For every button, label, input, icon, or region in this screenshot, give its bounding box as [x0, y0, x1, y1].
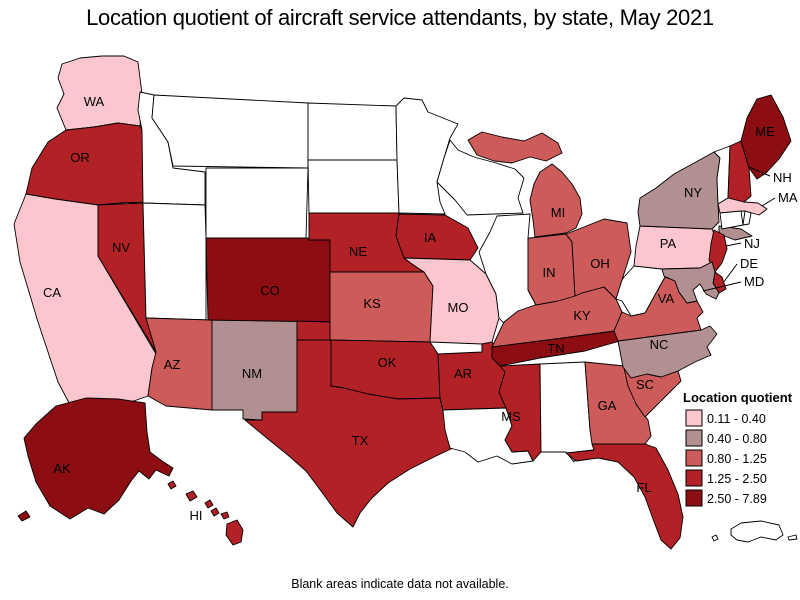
legend: Location quotient 0.11 - 0.40 0.40 - 0.8…: [683, 390, 793, 507]
state-ak[interactable]: [23, 397, 174, 520]
legend-swatch-3: [685, 449, 703, 467]
legend-label-5: 2.50 - 7.89: [707, 492, 767, 506]
state-label-nv: NV: [112, 240, 130, 255]
state-pr[interactable]: [730, 520, 784, 543]
state-nd[interactable]: [307, 102, 398, 161]
state-label-co: CO: [260, 283, 280, 298]
legend-swatch-5: [685, 489, 703, 507]
state-label-hi: HI: [190, 508, 203, 523]
state-label-me: ME: [755, 124, 775, 139]
state-label-az: AZ: [164, 357, 181, 372]
state-label-ma: MA: [778, 190, 798, 205]
state-label-wa: WA: [84, 94, 105, 109]
state-mi[interactable]: [529, 163, 583, 238]
state-label-de: DE: [740, 256, 758, 271]
state-label-mo: MO: [448, 300, 469, 315]
legend-label-1: 0.11 - 0.40: [707, 412, 766, 426]
legend-swatch-1: [685, 409, 703, 427]
state-wa[interactable]: [56, 55, 143, 131]
state-label-nj: NJ: [744, 236, 760, 251]
state-label-ky: KY: [573, 308, 591, 323]
state-label-nm: NM: [242, 366, 262, 381]
state-label-ny: NY: [684, 185, 702, 200]
legend-label-2: 0.40 - 0.80: [707, 432, 767, 446]
state-co[interactable]: [205, 237, 331, 323]
state-sd[interactable]: [307, 159, 400, 214]
state-label-sc: SC: [636, 377, 654, 392]
state-label-fl: FL: [636, 480, 651, 495]
callout-lines: [702, 166, 776, 292]
state-me[interactable]: [740, 94, 792, 180]
state-ks[interactable]: [329, 271, 434, 343]
state-label-nc: NC: [650, 337, 669, 352]
state-labels: WA OR CA NV AZ NM CO NE KS IA MO OK TX A…: [43, 94, 798, 523]
state-wi[interactable]: [436, 139, 525, 216]
page-title: Location quotient of aircraft service at…: [86, 5, 714, 30]
callout-line-md: [702, 281, 742, 292]
state-label-tx: TX: [352, 433, 369, 448]
state-label-oh: OH: [590, 256, 610, 271]
state-hi-5[interactable]: [220, 511, 230, 520]
island-usvi[interactable]: [711, 534, 719, 542]
state-wy[interactable]: [205, 167, 309, 239]
state-ri[interactable]: [742, 210, 752, 226]
state-label-ga: GA: [598, 398, 617, 413]
state-label-ms: MS: [501, 409, 521, 424]
state-label-ia: IA: [424, 230, 437, 245]
state-tx[interactable]: [244, 339, 454, 528]
legend-label-3: 0.80 - 1.25: [707, 452, 767, 466]
state-ut[interactable]: [142, 202, 207, 321]
footnote: Blank areas indicate data not available.: [291, 577, 509, 591]
state-mi-up[interactable]: [467, 131, 563, 164]
state-label-pa: PA: [660, 236, 677, 251]
state-label-mi: MI: [551, 205, 565, 220]
state-nc[interactable]: [617, 325, 718, 379]
state-hi-3[interactable]: [204, 499, 214, 509]
state-label-md: MD: [744, 274, 764, 289]
state-hi-4[interactable]: [210, 507, 220, 517]
state-fl[interactable]: [565, 443, 684, 550]
state-md[interactable]: [661, 261, 720, 304]
state-label-va: VA: [658, 291, 675, 306]
island-small-right[interactable]: [787, 534, 798, 541]
legend-label-4: 1.25 - 2.50: [707, 472, 767, 486]
legend-swatch-4: [685, 469, 703, 487]
states-layer: [13, 55, 798, 550]
state-hi-big-island[interactable]: [225, 519, 244, 546]
state-hi-1[interactable]: [167, 480, 177, 490]
state-ny[interactable]: [637, 151, 721, 230]
callout-line-nh: [748, 166, 771, 177]
state-label-in: IN: [543, 265, 556, 280]
state-label-ok: OK: [378, 355, 397, 370]
state-ct[interactable]: [719, 210, 744, 230]
state-label-ar: AR: [454, 366, 472, 381]
state-or[interactable]: [25, 122, 151, 206]
state-ia[interactable]: [395, 213, 479, 261]
legend-title: Location quotient: [683, 390, 793, 405]
callout-line-de: [722, 263, 738, 284]
state-label-nh: NH: [773, 170, 792, 185]
state-label-ak: AK: [53, 461, 71, 476]
legend-swatch-2: [685, 429, 703, 447]
state-label-ne: NE: [349, 244, 367, 259]
state-mt[interactable]: [151, 94, 309, 169]
state-label-ca: CA: [43, 285, 61, 300]
state-nj[interactable]: [708, 229, 728, 273]
state-hi-2[interactable]: [185, 490, 198, 502]
state-ak-aleutian[interactable]: [17, 510, 31, 522]
state-label-tn: TN: [547, 341, 564, 356]
state-label-ks: KS: [363, 296, 381, 311]
state-label-or: OR: [70, 150, 90, 165]
callout-line-ma: [761, 197, 776, 207]
callout-line-nj: [725, 242, 742, 247]
